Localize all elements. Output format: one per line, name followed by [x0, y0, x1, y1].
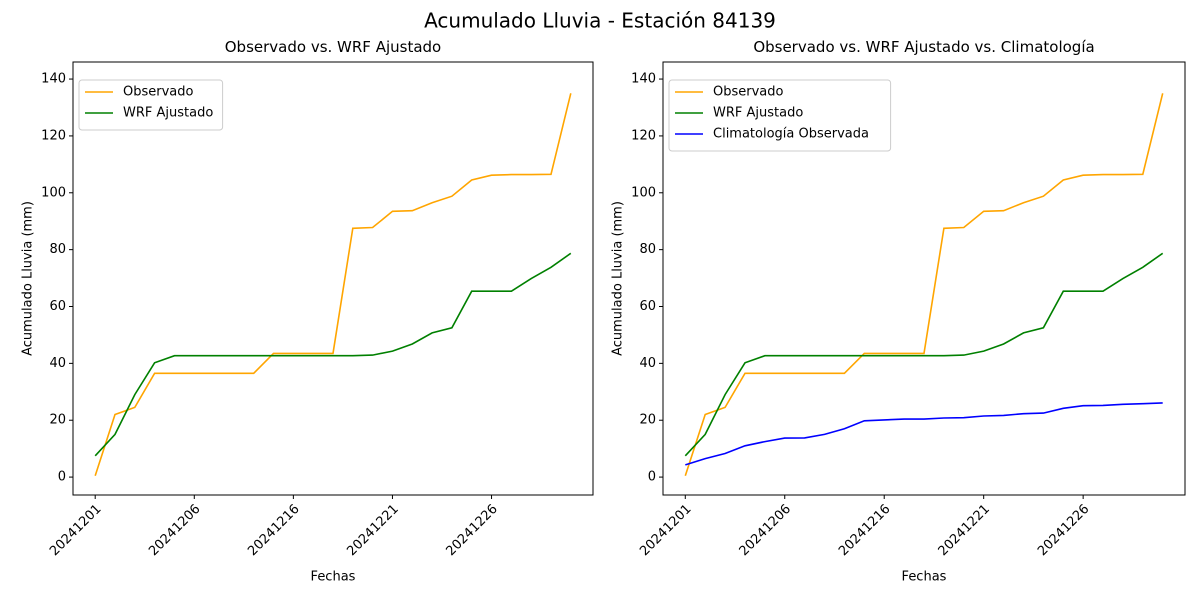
y-tick-label: 20	[49, 413, 66, 428]
x-tick-label: 20241201	[47, 502, 104, 559]
legend-label: WRF Ajustado	[123, 106, 213, 121]
x-tick-label: 20241206	[146, 502, 203, 559]
data-line	[94, 252, 572, 457]
plot: Observado vs. WRF Ajustado 0 20 40 60 80 100 12…	[21, 38, 594, 585]
legend-label: Climatología Observada	[713, 127, 869, 142]
data-line	[94, 93, 572, 476]
x-axis-label: Fechas	[311, 570, 356, 585]
x-tick-label: 20241201	[637, 502, 694, 559]
data-line	[685, 402, 1163, 466]
legend-label: WRF Ajustado	[713, 106, 803, 121]
y-tick-label: 0	[648, 470, 656, 485]
y-tick-label: 140	[631, 72, 656, 87]
y-axis-label: Acumulado Lluvia (mm)	[611, 201, 626, 356]
axes-frame	[72, 61, 594, 496]
y-tick-label: 140	[41, 72, 66, 87]
x-tick-label: 20241206	[737, 502, 794, 559]
y-tick-label: 40	[49, 356, 66, 371]
x-tick-label: 20241221	[344, 502, 401, 559]
x-tick-label: 20241216	[836, 502, 893, 559]
y-tick-label: 120	[631, 128, 656, 143]
legend-box	[668, 79, 892, 152]
y-tick-label: 0	[58, 470, 66, 485]
x-tick-label: 20241216	[245, 502, 302, 559]
y-tick-label: 120	[41, 128, 66, 143]
y-tick-label: 40	[639, 356, 656, 371]
legend-label: Observado	[123, 85, 194, 100]
figure-title: Acumulado Lluvia - Estación 84139	[424, 9, 776, 33]
x-tick-label: 20241226	[443, 502, 500, 559]
plot: Observado vs. WRF Ajustado vs. Climatolo…	[611, 38, 1186, 585]
y-axis-label: Acumulado Lluvia (mm)	[21, 201, 36, 356]
y-tick-label: 80	[49, 242, 66, 257]
y-tick-label: 100	[631, 185, 656, 200]
x-tick-label: 20241226	[1035, 502, 1092, 559]
axes-frame	[662, 61, 1186, 496]
x-axis-label: Fechas	[902, 570, 947, 585]
subplot-title: Observado vs. WRF Ajustado	[225, 38, 441, 56]
y-tick-label: 20	[639, 413, 656, 428]
subplot-title: Observado vs. WRF Ajustado vs. Climatolo…	[753, 38, 1094, 56]
y-tick-label: 100	[41, 185, 66, 200]
y-tick-label: 60	[49, 299, 66, 314]
legend-box	[78, 79, 224, 131]
data-line	[684, 93, 1164, 476]
x-tick-label: 20241221	[936, 502, 993, 559]
legend-label: Observado	[713, 85, 784, 100]
data-line	[684, 252, 1164, 457]
y-tick-label: 60	[639, 299, 656, 314]
y-tick-label: 80	[639, 242, 656, 257]
